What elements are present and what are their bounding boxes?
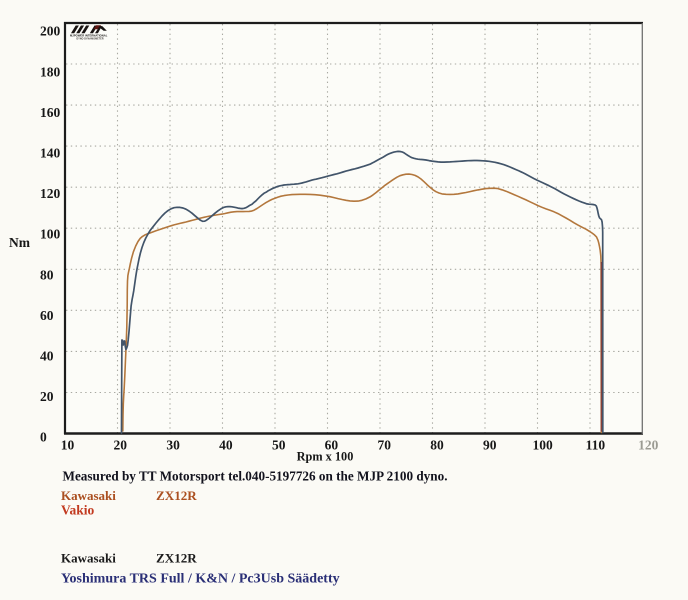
svg-text:60: 60: [325, 438, 339, 453]
svg-text:Rpm x 100: Rpm x 100: [297, 450, 354, 464]
svg-text:100: 100: [40, 227, 61, 242]
svg-text:Vakio: Vakio: [61, 502, 95, 517]
svg-text:Yoshimura TRS Full / K&N / Pc3: Yoshimura TRS Full / K&N / Pc3Usb Säädet…: [61, 572, 340, 587]
svg-text:Nm: Nm: [9, 235, 31, 250]
svg-text:80: 80: [40, 267, 54, 282]
svg-text:30: 30: [166, 438, 180, 453]
svg-text:60: 60: [40, 308, 54, 323]
svg-text:Kawasaki: Kawasaki: [61, 488, 116, 503]
svg-text:70: 70: [377, 438, 391, 453]
svg-text:80: 80: [430, 438, 444, 453]
svg-text:40: 40: [219, 438, 233, 453]
svg-text:50: 50: [272, 438, 286, 453]
svg-text:160: 160: [40, 105, 61, 120]
svg-text:180: 180: [40, 64, 61, 79]
svg-text:DYNO DYNAMOMETER: DYNO DYNAMOMETER: [77, 38, 104, 41]
svg-text:ZX12R: ZX12R: [156, 551, 197, 566]
svg-text:120: 120: [638, 438, 659, 453]
svg-text:200: 200: [40, 24, 61, 39]
svg-text:0: 0: [40, 430, 47, 445]
svg-text:40: 40: [40, 349, 54, 364]
svg-text:100: 100: [532, 438, 553, 453]
svg-text:MJPOWER INTERNATIONAL: MJPOWER INTERNATIONAL: [70, 34, 108, 38]
svg-text:20: 20: [40, 389, 54, 404]
svg-text:20: 20: [114, 438, 128, 453]
svg-text:Kawasaki: Kawasaki: [61, 551, 116, 566]
svg-text:10: 10: [61, 438, 75, 453]
svg-text:110: 110: [586, 438, 606, 453]
svg-text:140: 140: [40, 146, 61, 161]
svg-text:90: 90: [483, 438, 497, 453]
svg-text:120: 120: [40, 186, 61, 201]
svg-text:ZX12R: ZX12R: [156, 488, 197, 503]
svg-text:Measured by TT Motorsport tel.: Measured by TT Motorsport tel.040-519772…: [63, 468, 448, 483]
